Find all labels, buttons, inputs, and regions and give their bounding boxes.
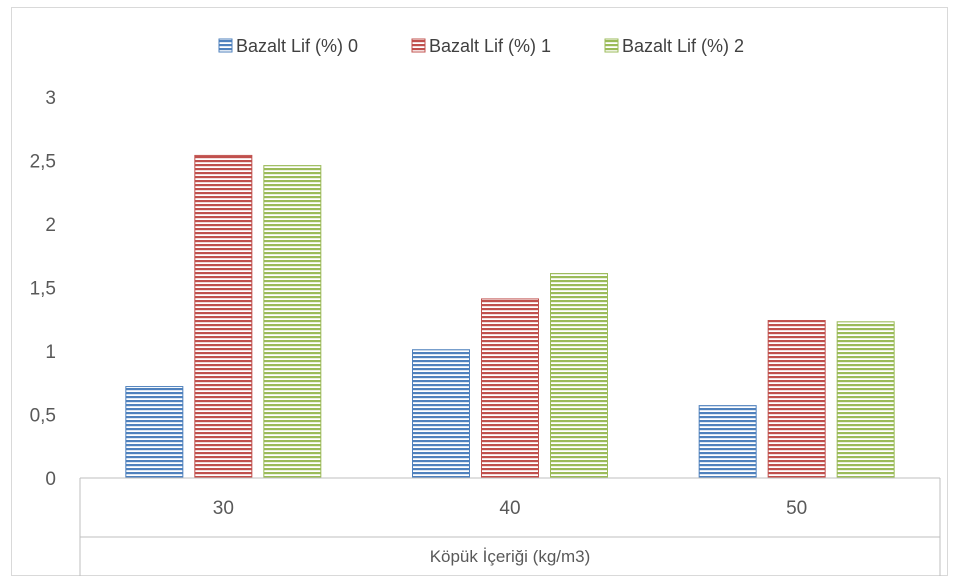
x-tick-label: 50 bbox=[786, 498, 807, 519]
x-tick-label: 30 bbox=[213, 498, 234, 519]
y-axis-ticks: 0 0,5 1 1,5 2 2,5 3 bbox=[30, 88, 56, 490]
legend-swatch bbox=[411, 38, 426, 53]
legend-label: Bazalt Lif (%) 2 bbox=[622, 36, 744, 56]
y-tick-label: 1,5 bbox=[30, 279, 56, 300]
y-tick-label: 0 bbox=[45, 469, 56, 490]
bar bbox=[263, 165, 322, 479]
legend-swatch bbox=[218, 38, 233, 53]
legend-label: Bazalt Lif (%) 1 bbox=[429, 36, 551, 56]
x-tick-label: 40 bbox=[499, 498, 520, 519]
bar bbox=[194, 154, 253, 479]
bar bbox=[125, 386, 184, 479]
bar bbox=[698, 405, 757, 479]
legend-label: Bazalt Lif (%) 0 bbox=[236, 36, 358, 56]
y-tick-label: 0,5 bbox=[30, 406, 56, 427]
y-tick-label: 2,5 bbox=[30, 152, 56, 173]
y-tick-label: 1 bbox=[45, 342, 56, 363]
bars bbox=[125, 154, 895, 479]
legend-swatch bbox=[604, 38, 619, 53]
chart-frame bbox=[11, 7, 948, 576]
bar bbox=[767, 320, 826, 479]
x-axis-title: Köpük İçeriği (kg/m3) bbox=[430, 547, 591, 566]
x-axis bbox=[79, 477, 941, 576]
bar bbox=[412, 349, 470, 479]
bar bbox=[836, 321, 895, 479]
bar bbox=[550, 273, 608, 479]
x-axis-tick-labels: 30 40 50 bbox=[213, 498, 807, 519]
y-tick-label: 3 bbox=[45, 88, 56, 109]
bar bbox=[481, 298, 539, 479]
legend: Bazalt Lif (%) 0 Bazalt Lif (%) 1 Bazalt L… bbox=[218, 36, 744, 56]
y-tick-label: 2 bbox=[45, 215, 56, 236]
